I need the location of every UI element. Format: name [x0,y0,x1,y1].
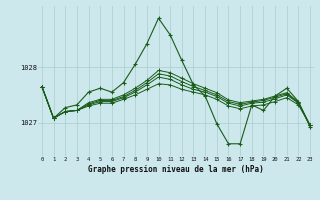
X-axis label: Graphe pression niveau de la mer (hPa): Graphe pression niveau de la mer (hPa) [88,165,264,174]
